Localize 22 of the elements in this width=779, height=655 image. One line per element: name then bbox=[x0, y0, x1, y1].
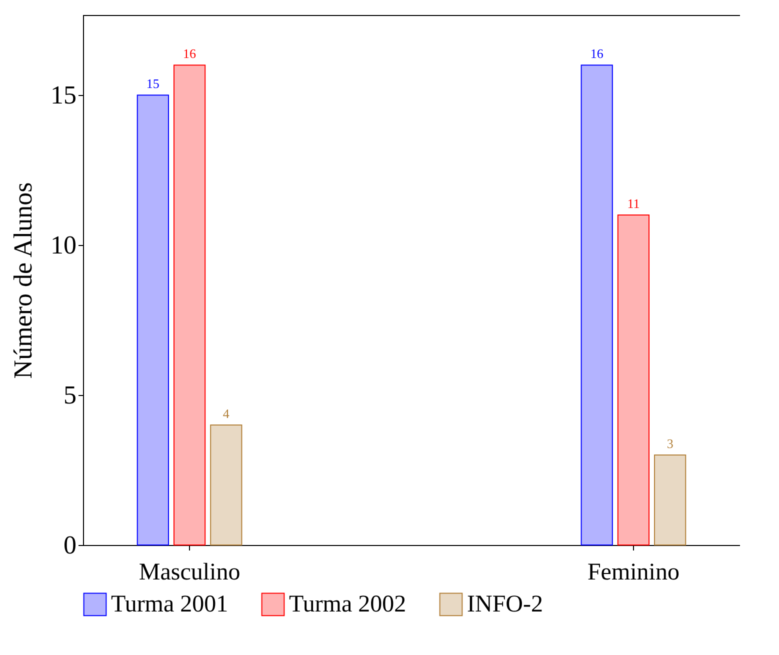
x-tick-label: Masculino bbox=[138, 560, 240, 586]
bar bbox=[654, 454, 686, 546]
bar bbox=[173, 64, 206, 546]
y-tick-label: 15 bbox=[50, 80, 76, 110]
legend-label: Turma 2001 bbox=[111, 591, 228, 618]
data-label: 11 bbox=[627, 196, 640, 212]
data-label: 15 bbox=[146, 76, 160, 92]
legend-label: Turma 2002 bbox=[289, 591, 406, 618]
data-label: 3 bbox=[666, 436, 674, 452]
y-axis-title: Número de Alunos bbox=[8, 182, 38, 379]
y-tick-label: 0 bbox=[64, 530, 76, 560]
y-tick-label: 10 bbox=[50, 230, 76, 260]
y-tick-label: 5 bbox=[64, 380, 76, 410]
bar bbox=[617, 214, 650, 546]
bar bbox=[210, 424, 242, 546]
legend-label: INFO-2 bbox=[467, 591, 543, 618]
data-label: 4 bbox=[222, 406, 230, 422]
data-label: 16 bbox=[183, 46, 197, 62]
bar bbox=[136, 94, 169, 546]
x-tick-label: Feminino bbox=[587, 560, 680, 586]
bar bbox=[580, 64, 613, 546]
data-label: 16 bbox=[590, 46, 604, 62]
